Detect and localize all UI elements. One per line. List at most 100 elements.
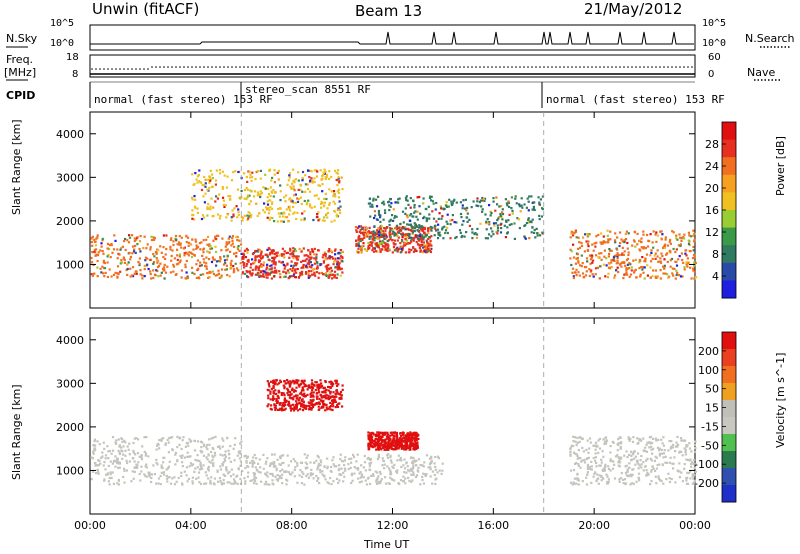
velocity-cell xyxy=(693,450,697,453)
power-cell xyxy=(427,242,430,245)
power-cell xyxy=(682,261,685,264)
y-tick-label: 2000 xyxy=(56,215,84,228)
velocity-cell xyxy=(431,482,434,485)
velocity-cell xyxy=(330,382,333,386)
velocity-cell xyxy=(311,394,314,397)
power-cell xyxy=(366,232,369,235)
velocity-cell xyxy=(301,409,305,412)
power-cell xyxy=(314,274,317,277)
power-cell xyxy=(321,190,324,193)
power-cell xyxy=(661,254,664,258)
velocity-cell xyxy=(320,382,323,385)
velocity-cell xyxy=(106,472,110,475)
velocity-cell xyxy=(575,453,578,456)
velocity-cell xyxy=(626,468,629,471)
power-cell xyxy=(337,169,340,172)
power-cell xyxy=(436,228,440,231)
velocity-cell xyxy=(303,404,306,408)
power-cell xyxy=(133,237,136,240)
velocity-cell xyxy=(389,459,393,462)
power-cell xyxy=(128,236,132,239)
velocity-cell xyxy=(239,460,242,463)
velocity-cell xyxy=(337,383,340,386)
power-cell xyxy=(259,195,262,199)
power-cell xyxy=(642,271,645,274)
velocity-cell xyxy=(262,467,265,470)
power-cell xyxy=(263,270,266,273)
power-cell xyxy=(463,207,466,210)
power-cell xyxy=(152,261,156,264)
velocity-cell xyxy=(143,473,146,476)
power-cell xyxy=(389,237,392,240)
velocity-cell xyxy=(371,431,374,434)
power-cell xyxy=(328,202,331,205)
velocity-cell xyxy=(219,453,222,456)
velocity-cell xyxy=(98,459,101,462)
power-cell xyxy=(675,273,678,277)
nave-dot xyxy=(511,66,513,68)
power-cell xyxy=(214,250,218,253)
power-cell xyxy=(389,205,392,208)
velocity-cell xyxy=(111,436,115,439)
power-cell xyxy=(395,215,398,218)
velocity-cell xyxy=(404,467,407,470)
velocity-cell xyxy=(159,483,162,486)
power-cell xyxy=(131,266,135,269)
nave-dot xyxy=(239,66,241,68)
velocity-cell xyxy=(268,483,271,486)
power-cell xyxy=(496,224,499,227)
velocity-cell xyxy=(116,482,119,485)
power-cell xyxy=(660,252,663,255)
power-cell xyxy=(428,213,431,216)
power-cell xyxy=(612,257,615,260)
power-cell xyxy=(402,244,405,247)
nave-dot xyxy=(559,66,561,68)
power-cell xyxy=(268,268,271,271)
velocity-cell xyxy=(282,384,285,387)
velocity-cell xyxy=(625,450,628,453)
velocity-cell xyxy=(312,404,315,407)
nave-dot xyxy=(599,66,601,68)
power-cell xyxy=(273,275,276,278)
velocity-cell xyxy=(585,448,588,451)
velocity-cell xyxy=(283,385,286,388)
power-cell xyxy=(253,190,256,193)
power-cell xyxy=(408,248,411,251)
velocity-cell xyxy=(155,482,158,485)
nave-dot xyxy=(379,66,381,68)
power-cell xyxy=(449,237,452,240)
velocity-cell xyxy=(271,482,274,485)
power-cell xyxy=(244,249,247,252)
velocity-cell xyxy=(691,473,694,476)
power-cell xyxy=(243,172,246,175)
nave-dot xyxy=(443,66,445,68)
velocity-cell xyxy=(244,480,247,483)
velocity-cell xyxy=(320,384,324,387)
power-cell xyxy=(396,248,399,251)
velocity-cell xyxy=(321,390,324,394)
velocity-cell xyxy=(93,449,96,452)
velocity-cell xyxy=(573,482,576,485)
power-cell xyxy=(232,265,235,268)
power-cell xyxy=(468,224,471,227)
velocity-cell xyxy=(649,435,653,438)
velocity-cell xyxy=(152,464,155,467)
power-cell xyxy=(309,257,312,261)
power-cell xyxy=(373,236,376,239)
power-cell xyxy=(492,200,495,203)
power-cell xyxy=(156,261,159,264)
power-cell xyxy=(374,214,377,217)
power-cell xyxy=(538,214,541,217)
velocity-cell xyxy=(690,462,693,466)
power-cell xyxy=(570,230,573,233)
velocity-cell xyxy=(678,462,681,465)
power-cell xyxy=(624,232,627,236)
power-cell xyxy=(401,239,404,242)
power-cell xyxy=(623,241,626,244)
velocity-cell xyxy=(309,395,312,398)
power-cell xyxy=(425,234,428,237)
power-cell xyxy=(183,254,186,257)
power-cell xyxy=(438,231,441,234)
velocity-cell xyxy=(399,479,403,482)
power-cell xyxy=(173,257,176,260)
